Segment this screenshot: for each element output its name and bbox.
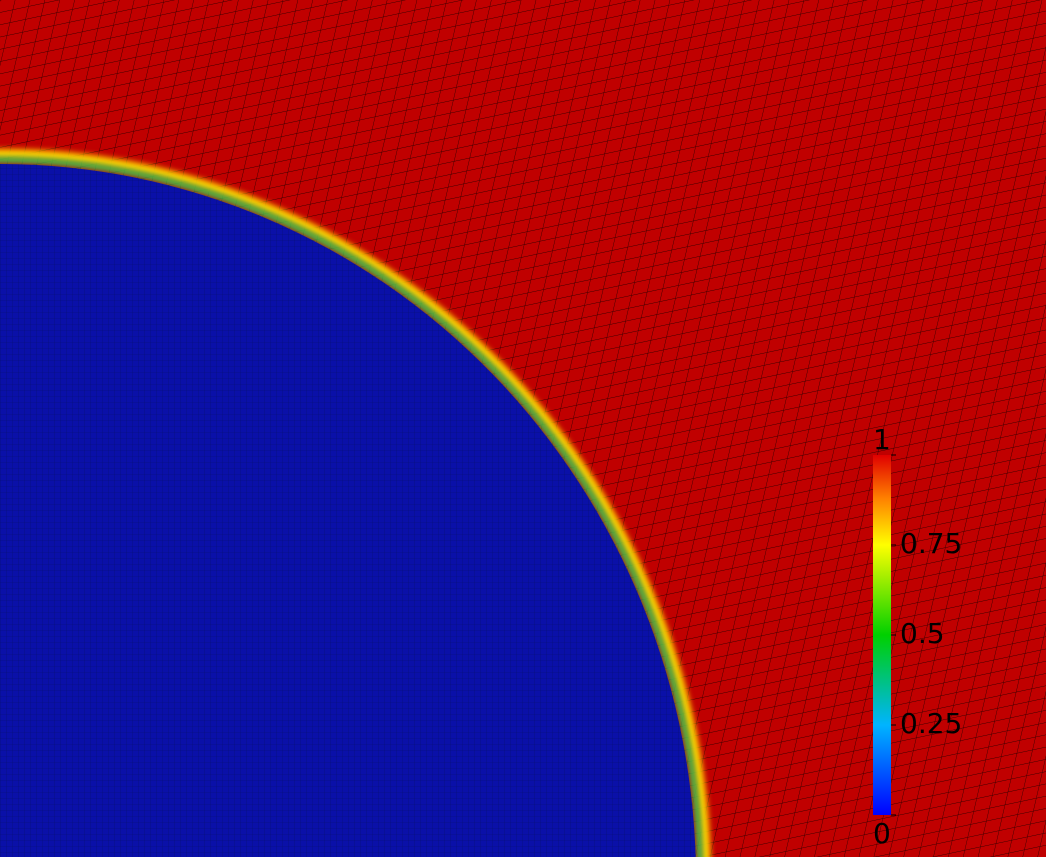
- colorbar-ticks: 0 0.25 0.5 0.75 1: [873, 423, 962, 850]
- colorbar-tick-label: 0.25: [900, 707, 962, 740]
- colorbar-tick-label: 0: [873, 817, 891, 850]
- colorbar-tick-label: 1: [873, 423, 891, 456]
- colorbar: [873, 455, 891, 815]
- colorbar-tick-label: 0.5: [900, 617, 945, 650]
- colorbar-tick-label: 0.75: [900, 527, 962, 560]
- blue-region: [0, 164, 696, 857]
